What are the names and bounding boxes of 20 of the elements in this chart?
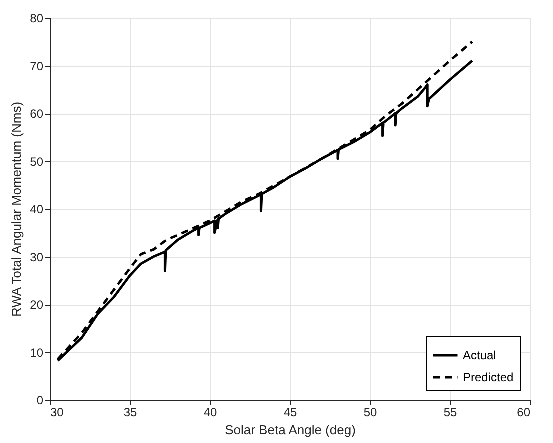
x-tick-label: 50 [364,406,378,420]
y-tick-label: 30 [30,250,44,264]
x-tick-label: 40 [204,406,218,420]
y-axis-title: RWA Total Angular Momentum (Nms) [9,102,24,318]
y-tick-label: 70 [30,59,44,74]
y-tick-label: 20 [30,298,44,312]
x-tick-label: 45 [284,406,298,420]
y-tick-label: 0 [36,394,44,408]
x-tick-label: 55 [444,406,458,420]
x-tick-label: 30 [50,406,64,420]
y-tick-label: 60 [30,107,44,121]
y-tick-label: 80 [30,12,44,26]
x-axis-title: Solar Beta Angle (deg) [225,422,356,438]
y-tick-label: 40 [30,202,44,216]
x-tick-label: 60 [517,406,531,420]
y-tick-label: 50 [30,154,44,169]
x-tick-label: 35 [124,406,138,420]
y-tick-label: 10 [30,346,44,360]
legend-label: Actual [463,348,496,362]
legend-label: Predicted [463,370,514,384]
